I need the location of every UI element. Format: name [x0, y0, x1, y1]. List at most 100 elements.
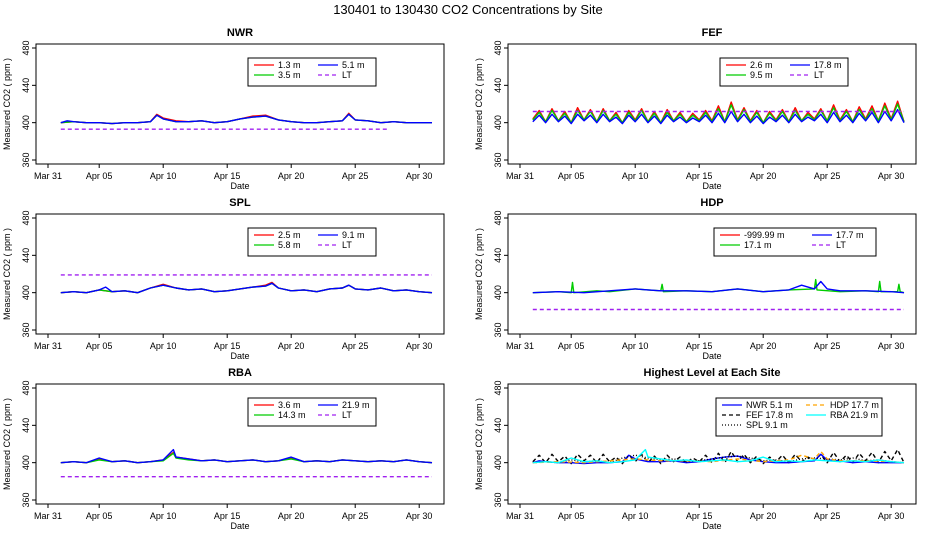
x-tick-label: Apr 10: [150, 171, 177, 181]
series-line-17-7-m: [532, 280, 905, 294]
x-tick-label: Apr 30: [406, 511, 433, 521]
y-tick-label: 400: [21, 285, 31, 300]
legend-box: [247, 227, 377, 257]
x-tick-label: Mar 31: [506, 511, 534, 521]
y-tick-label: 360: [21, 322, 31, 337]
series-line-nwr-5-1-m: [532, 453, 904, 465]
legend-label: 17.8 m: [814, 60, 842, 70]
y-tick-label: 480: [493, 40, 503, 55]
y-axis-label: Measured CO2 ( ppm ): [2, 398, 12, 490]
plot-frame: [507, 213, 917, 335]
legend-label: FEF 17.8 m: [746, 410, 793, 420]
series-line-9-5-m: [532, 103, 905, 124]
legend-label: 14.3 m: [278, 410, 306, 420]
legend-label: NWR 5.1 m: [746, 400, 793, 410]
panel-title: HDP: [700, 197, 723, 209]
legend-label: LT: [342, 240, 352, 250]
y-axis-label: Measured CO2 ( ppm ): [474, 398, 484, 490]
series-line-5-1-m: [60, 113, 432, 125]
x-tick-label: Apr 05: [86, 171, 113, 181]
panel-highest-level-at-each-site: Highest Level at Each Site 360 400 440 480 Ma…: [474, 367, 917, 531]
y-tick-label: 480: [493, 380, 503, 395]
x-tick-label: Apr 30: [878, 341, 905, 351]
panel-rba: RBA 360 400 440 480 Mar 31 Apr 05 Apr 10 Apr 15 A…: [2, 367, 445, 531]
legend-label: 1.3 m: [278, 60, 301, 70]
panel-hdp: HDP 360 400 440 480 Mar 31 Apr 05 Apr 10 Apr 15 A…: [474, 197, 917, 361]
y-tick-label: 440: [21, 248, 31, 263]
x-tick-label: Apr 25: [814, 171, 841, 181]
x-axis-label: Date: [702, 181, 721, 191]
y-tick-label: 440: [21, 78, 31, 93]
plot-frame: [35, 213, 445, 335]
legend-box: [713, 227, 877, 257]
x-tick-label: Apr 10: [150, 341, 177, 351]
x-tick-label: Apr 05: [558, 341, 585, 351]
x-tick-label: Apr 20: [750, 341, 777, 351]
y-tick-label: 480: [493, 210, 503, 225]
legend-label: 2.6 m: [750, 60, 773, 70]
legend-label: 9.5 m: [750, 70, 773, 80]
y-tick-label: 440: [493, 248, 503, 263]
y-tick-label: 480: [21, 380, 31, 395]
x-tick-label: Apr 15: [686, 171, 713, 181]
legend-label: LT: [836, 240, 846, 250]
y-axis-label: Measured CO2 ( ppm ): [474, 58, 484, 150]
legend-label: RBA 21.9 m: [830, 410, 878, 420]
x-tick-label: Apr 10: [150, 511, 177, 521]
y-tick-label: 360: [21, 152, 31, 167]
x-tick-label: Mar 31: [34, 511, 62, 521]
panel-title: FEF: [702, 27, 723, 39]
y-axis-label: Measured CO2 ( ppm ): [2, 58, 12, 150]
panel-fef: FEF 360 400 440 480 Mar 31 Apr 05 Apr 10 Apr 15 A…: [474, 27, 917, 191]
series-line-21-9-m: [60, 448, 433, 464]
panel-nwr: NWR 360 400 440 480 Mar 31 Apr 05 Apr 10 Apr 15 A…: [2, 27, 445, 191]
x-tick-label: Apr 25: [342, 171, 369, 181]
x-axis-label: Date: [702, 521, 721, 531]
x-tick-label: Apr 05: [86, 511, 113, 521]
y-tick-label: 400: [493, 455, 503, 470]
legend-label: LT: [342, 410, 352, 420]
y-tick-label: 360: [493, 492, 503, 507]
x-tick-label: Apr 30: [406, 341, 433, 351]
legend-label: 5.8 m: [278, 240, 301, 250]
y-tick-label: 400: [493, 115, 503, 130]
panel-title: SPL: [229, 197, 251, 209]
legend-label: LT: [814, 70, 824, 80]
legend-label: LT: [342, 70, 352, 80]
legend-label: 17.7 m: [836, 230, 864, 240]
y-tick-label: 360: [493, 152, 503, 167]
panel-spl: SPL 360 400 440 480 Mar 31 Apr 05 Apr 10 Apr 15 A…: [2, 197, 445, 361]
y-tick-label: 480: [21, 40, 31, 55]
x-axis-label: Date: [702, 351, 721, 361]
y-tick-label: 440: [21, 418, 31, 433]
y-tick-label: 400: [21, 115, 31, 130]
y-tick-label: 480: [21, 210, 31, 225]
legend-label: SPL 9.1 m: [746, 420, 788, 430]
plot-frame: [507, 43, 917, 165]
x-tick-label: Apr 15: [214, 171, 241, 181]
legend-label: 5.1 m: [342, 60, 365, 70]
legend-label: -999.99 m: [744, 230, 785, 240]
panel-title: Highest Level at Each Site: [644, 367, 781, 379]
legend-box: [247, 57, 377, 87]
legend-box: [247, 397, 377, 427]
legend-box: [719, 57, 849, 87]
x-tick-label: Apr 25: [342, 511, 369, 521]
x-tick-label: Apr 25: [342, 341, 369, 351]
x-tick-label: Apr 30: [878, 171, 905, 181]
x-tick-label: Apr 05: [558, 511, 585, 521]
series-line-17-8-m: [532, 108, 905, 125]
x-tick-label: Apr 30: [878, 511, 905, 521]
legend-label: 3.6 m: [278, 400, 301, 410]
x-tick-label: Apr 05: [86, 341, 113, 351]
legend-label: 2.5 m: [278, 230, 301, 240]
x-tick-label: Apr 20: [278, 341, 305, 351]
x-axis-label: Date: [230, 181, 249, 191]
plot-frame: [507, 383, 917, 505]
x-axis-label: Date: [230, 521, 249, 531]
x-tick-label: Apr 15: [686, 511, 713, 521]
plot-frame: [35, 383, 445, 505]
y-tick-label: 440: [493, 78, 503, 93]
plot-frame: [35, 43, 445, 165]
